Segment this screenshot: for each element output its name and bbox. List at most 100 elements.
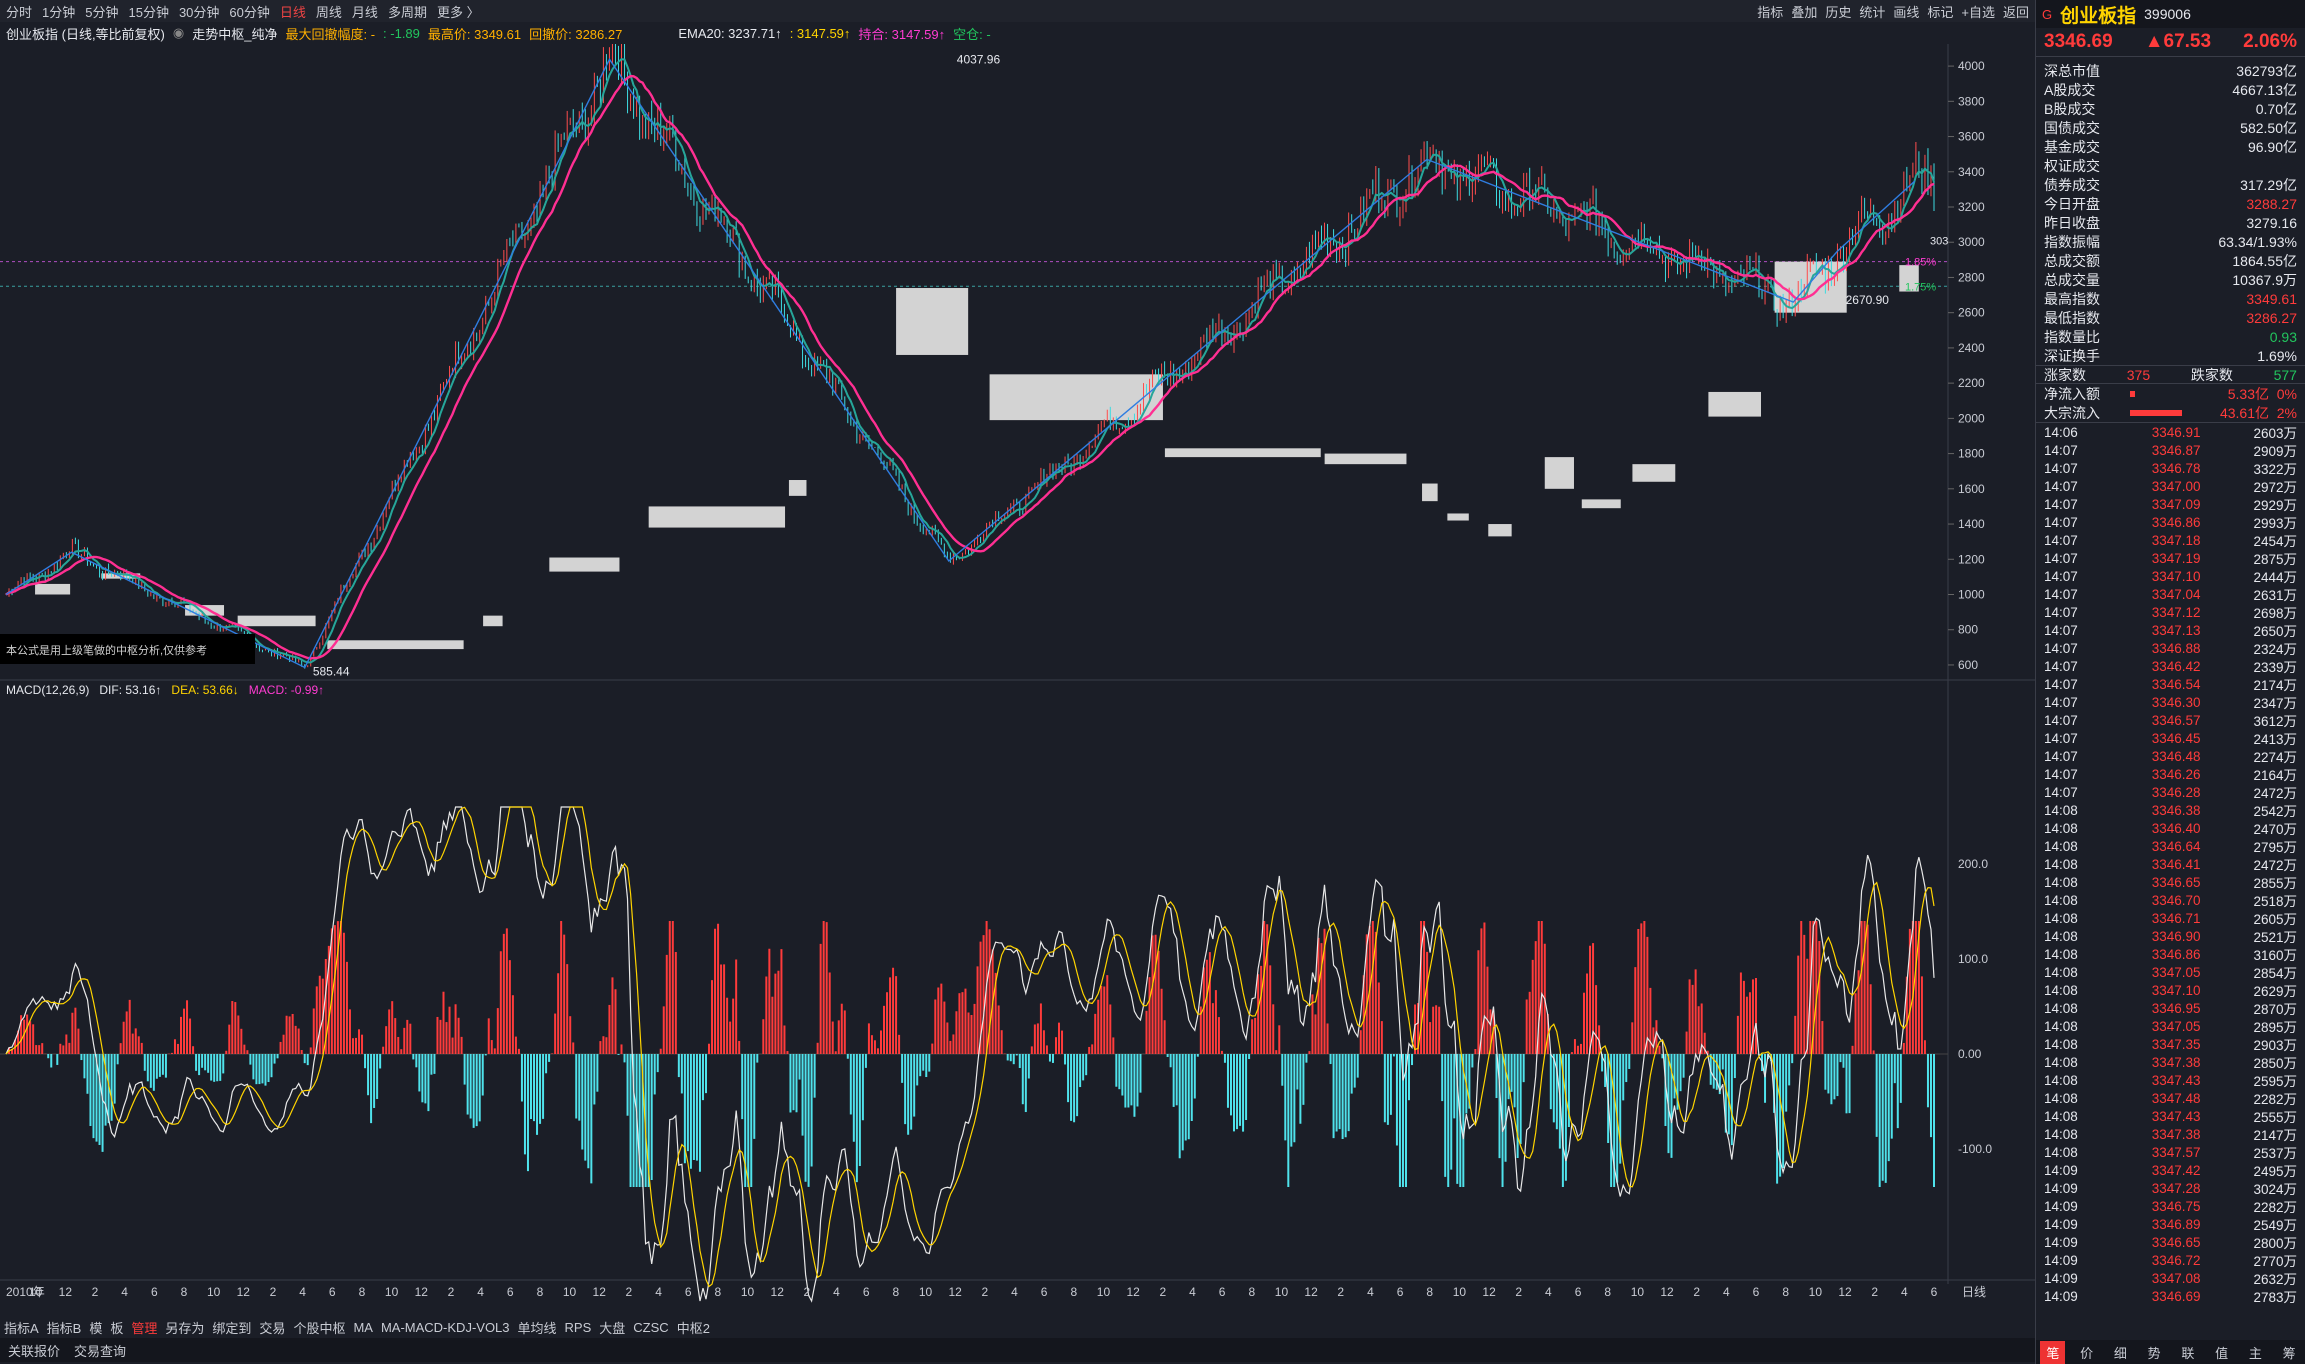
period-tab-5[interactable]: 60分钟 bbox=[229, 4, 270, 20]
formula-tab-10[interactable]: MA-MACD-KDJ-VOL3 bbox=[380, 1319, 510, 1335]
quote-tab-6[interactable]: 主 bbox=[2248, 1345, 2262, 1361]
quote-tab-3[interactable]: 势 bbox=[2147, 1345, 2161, 1361]
formula-tab-7[interactable]: 交易 bbox=[259, 1320, 286, 1336]
quote-tab-0[interactable]: 笔 bbox=[2040, 1340, 2066, 1364]
tick-price: 3346.70 bbox=[2151, 892, 2201, 908]
tool-button-3[interactable]: 统计 bbox=[1859, 4, 1886, 20]
flow-pct: 0% bbox=[2276, 385, 2297, 402]
tick-volume: 3322万 bbox=[2253, 462, 2297, 477]
tick-time: 14:09 bbox=[2044, 1270, 2078, 1286]
period-tab-10[interactable]: 更多 〉 bbox=[436, 4, 480, 20]
tick-volume: 2993万 bbox=[2253, 516, 2297, 531]
tick-time: 14:08 bbox=[2044, 820, 2078, 836]
formula-tab-0[interactable]: 指标A bbox=[4, 1320, 39, 1336]
stat-value: 1864.55亿 bbox=[2232, 252, 2297, 269]
stat-row: A股成交 4667.13亿 bbox=[2036, 80, 2305, 99]
tool-button-1[interactable]: 叠加 bbox=[1791, 4, 1818, 20]
quote-tab-4[interactable]: 联 bbox=[2181, 1345, 2195, 1361]
tick-price: 3347.43 bbox=[2151, 1072, 2201, 1088]
price-annotation: 2670.90 bbox=[1846, 293, 1890, 307]
period-tab-2[interactable]: 5分钟 bbox=[85, 4, 119, 20]
xtick-label: 8 bbox=[715, 1285, 722, 1299]
indicator-info-bar: 创业板指 (日线,等比前复权) ◉ 走势中枢_纯净 最大回撤幅度: - : -1… bbox=[0, 22, 2035, 44]
flow-rows: 净流入额 5.33亿 0% 大宗流入 43.61亿 2% bbox=[2036, 384, 2305, 423]
indicator-dot-icon[interactable]: ◉ bbox=[172, 25, 185, 40]
formula-tab-1[interactable]: 指标B bbox=[46, 1320, 82, 1336]
xtick-label: 6 bbox=[1575, 1285, 1582, 1299]
ytick-label: 2600 bbox=[1958, 306, 1985, 320]
formula-tab-8[interactable]: 个股中枢 bbox=[293, 1320, 346, 1336]
quote-tab-7[interactable]: 筹 bbox=[2282, 1345, 2296, 1361]
quote-tab-5[interactable]: 值 bbox=[2215, 1345, 2229, 1361]
ytick-label: 1200 bbox=[1958, 552, 1985, 566]
footer-button-1[interactable]: 交易查询 bbox=[74, 1343, 127, 1359]
macd-ytick-label: 200.0 bbox=[1958, 857, 1988, 871]
period-tab-0[interactable]: 分时 bbox=[6, 4, 33, 20]
level-pct-label: 1.85% bbox=[1905, 257, 1936, 269]
footer-button-0[interactable]: 关联报价 bbox=[8, 1343, 61, 1359]
tool-button-5[interactable]: 标记 bbox=[1927, 4, 1954, 20]
period-tab-6[interactable]: 日线 bbox=[279, 4, 306, 20]
xtick-label: 4 bbox=[1367, 1285, 1374, 1299]
tick-time: 14:08 bbox=[2044, 1018, 2078, 1034]
formula-tab-13[interactable]: 大盘 bbox=[599, 1320, 626, 1336]
period-tab-1[interactable]: 1分钟 bbox=[42, 4, 76, 20]
formula-tab-9[interactable]: MA bbox=[353, 1319, 373, 1335]
tick-volume: 2472万 bbox=[2253, 858, 2297, 873]
stat-label: 指数量比 bbox=[2044, 328, 2100, 345]
tick-volume: 2274万 bbox=[2253, 750, 2297, 765]
tick-list[interactable]: 14:06 3346.91 2603万 14:07 3346.87 2909万 14:07 3… bbox=[2036, 423, 2305, 1306]
tick-time: 14:06 bbox=[2044, 424, 2078, 440]
formula-tab-6[interactable]: 绑定到 bbox=[212, 1320, 252, 1336]
tool-button-4[interactable]: 画线 bbox=[1893, 4, 1920, 20]
period-tab-7[interactable]: 周线 bbox=[315, 4, 342, 20]
tick-volume: 2444万 bbox=[2253, 570, 2297, 585]
tick-price: 3346.65 bbox=[2151, 874, 2201, 890]
tick-price: 3347.00 bbox=[2151, 478, 2201, 494]
tick-time: 14:08 bbox=[2044, 856, 2078, 872]
tick-row: 14:08 3346.40 2470万 bbox=[2036, 819, 2305, 838]
kline-chart[interactable]: 6008001000120014001600180020002200240026… bbox=[0, 44, 2035, 1316]
ytick-label: 1000 bbox=[1958, 588, 1985, 602]
period-tab-4[interactable]: 30分钟 bbox=[178, 4, 220, 20]
ytick-label: 2000 bbox=[1958, 411, 1985, 425]
tick-price: 3346.88 bbox=[2151, 640, 2201, 656]
tool-button-7[interactable]: 返回 bbox=[2002, 4, 2029, 20]
macd-header-item: DIF: 53.16↑ bbox=[99, 683, 161, 697]
tool-button-0[interactable]: 指标 bbox=[1757, 4, 1784, 20]
stat-row: 最高指数 3349.61 bbox=[2036, 289, 2305, 308]
formula-tab-5[interactable]: 另存为 bbox=[165, 1320, 205, 1336]
xtick-label: 6 bbox=[151, 1285, 158, 1299]
period-tab-9[interactable]: 多周期 bbox=[387, 4, 427, 20]
formula-tab-2[interactable]: 模 bbox=[89, 1320, 103, 1336]
tick-time: 14:07 bbox=[2044, 712, 2078, 728]
xtick-label: 6 bbox=[1219, 1285, 1226, 1299]
quote-tab-1[interactable]: 价 bbox=[2080, 1345, 2094, 1361]
xtick-label: 12 bbox=[237, 1285, 251, 1299]
quote-tab-2[interactable]: 细 bbox=[2113, 1345, 2127, 1361]
formula-tab-15[interactable]: 中枢2 bbox=[676, 1320, 710, 1336]
tick-row: 14:09 3346.72 2770万 bbox=[2036, 1251, 2305, 1270]
tool-button-6[interactable]: +自选 bbox=[1961, 4, 1995, 20]
period-tab-8[interactable]: 月线 bbox=[351, 4, 378, 20]
formula-tab-11[interactable]: 单均线 bbox=[517, 1320, 557, 1336]
tick-price: 3346.90 bbox=[2151, 928, 2201, 944]
stat-row: 指数振幅 63.34/1.93% bbox=[2036, 232, 2305, 251]
tick-price: 3347.38 bbox=[2151, 1126, 2201, 1142]
tick-price: 3346.72 bbox=[2151, 1252, 2201, 1268]
pivot-zone-box bbox=[1708, 391, 1761, 417]
xtick-label: 6 bbox=[863, 1285, 870, 1299]
indicator-name[interactable]: 走势中枢_纯净 bbox=[192, 26, 278, 42]
flow-label: 大宗流入 bbox=[2044, 404, 2100, 421]
formula-tab-4[interactable]: 管理 bbox=[131, 1320, 158, 1336]
stat-label: 债券成交 bbox=[2044, 176, 2100, 193]
period-tab-3[interactable]: 15分钟 bbox=[128, 4, 169, 20]
formula-tab-14[interactable]: CZSC bbox=[633, 1319, 669, 1335]
tick-time: 14:09 bbox=[2044, 1234, 2078, 1250]
tick-price: 3346.75 bbox=[2151, 1198, 2201, 1214]
tick-price: 3346.28 bbox=[2151, 784, 2201, 800]
formula-tab-12[interactable]: RPS bbox=[564, 1319, 592, 1335]
formula-tab-3[interactable]: 板 bbox=[110, 1320, 124, 1336]
xtick-label: 12 bbox=[415, 1285, 429, 1299]
tool-button-2[interactable]: 历史 bbox=[1825, 4, 1852, 20]
